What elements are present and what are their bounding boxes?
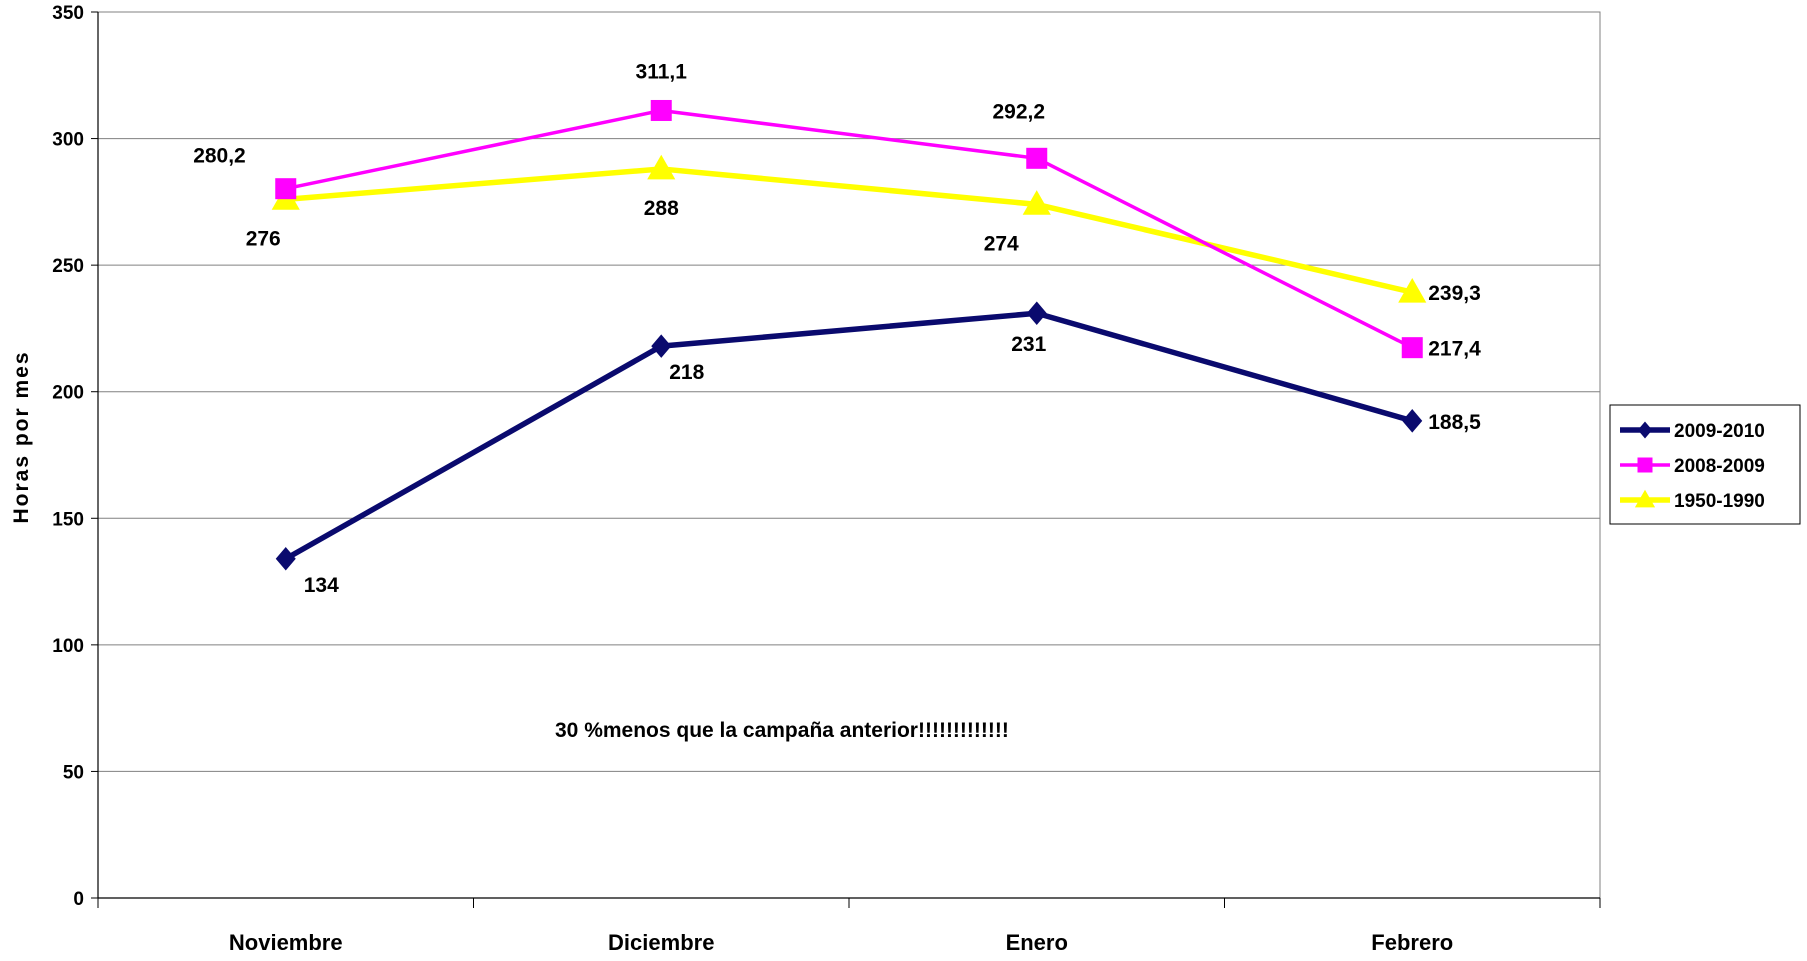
x-axis-categories: Noviembre Diciembre Enero Febrero [97, 898, 1601, 955]
data-point-marker [1637, 421, 1653, 439]
data-point-marker [1026, 147, 1048, 169]
series-line [285, 166, 1413, 295]
legend-item: 1950-1990 [1620, 489, 1765, 512]
data-point-marker [651, 334, 672, 358]
data-point-marker [1026, 301, 1047, 326]
y-tick-label: 250 [52, 256, 84, 277]
data-label: 231 [1011, 333, 1046, 356]
data-point-marker [1398, 278, 1427, 303]
data-label: 239,3 [1428, 282, 1481, 305]
x-category-label: Febrero [1371, 930, 1453, 955]
legend-item: 2009-2010 [1620, 421, 1765, 442]
data-point-marker [1401, 337, 1423, 359]
series-layer [271, 99, 1427, 571]
data-label: 280,2 [193, 145, 246, 168]
legend: 2009-2010 2008-2009 1950-1990 [1609, 404, 1801, 525]
y-tick-label: 350 [52, 3, 84, 24]
gridlines [98, 11, 1600, 772]
data-point-marker [1634, 489, 1656, 508]
legend-item: 2008-2009 [1620, 456, 1765, 477]
y-axis-ticks: 0 50 100 150 200 250 300 350 [52, 3, 98, 910]
data-labels: 134 218 231 188,5 280,2 311,1 292,2 217,4 276 288… [193, 60, 1481, 596]
data-point-marker [647, 154, 676, 180]
data-label: 134 [304, 574, 339, 597]
y-tick-label: 100 [52, 636, 84, 657]
legend-label: 2009-2010 [1674, 421, 1765, 442]
data-point-marker [650, 99, 672, 121]
y-tick-label: 200 [52, 383, 84, 404]
data-point-marker [1022, 190, 1051, 215]
data-label: 292,2 [992, 100, 1045, 123]
legend-label: 1950-1990 [1674, 491, 1765, 512]
y-axis-label: Horas por mes [10, 350, 33, 523]
x-category-label: Noviembre [229, 930, 343, 955]
y-tick-label: 300 [52, 130, 84, 151]
data-point-marker [275, 178, 297, 200]
data-label: 274 [984, 232, 1019, 255]
x-category-label: Enero [1006, 930, 1068, 955]
data-point-marker [275, 547, 296, 571]
series-line [285, 108, 1414, 350]
series-2009-2010 [275, 301, 1423, 571]
data-label: 217,4 [1428, 338, 1481, 361]
plot-area [97, 11, 1601, 899]
data-label: 188,5 [1428, 411, 1481, 434]
data-label: 311,1 [636, 60, 688, 83]
series-2008-2009 [275, 99, 1423, 359]
series-line [284, 310, 1414, 562]
data-label: 276 [246, 227, 281, 250]
data-label: 218 [669, 361, 704, 384]
y-tick-label: 150 [52, 509, 84, 530]
x-category-label: Diciembre [608, 930, 714, 955]
y-tick-label: 50 [63, 762, 84, 783]
data-point-marker [1402, 409, 1423, 433]
data-label: 288 [644, 197, 679, 220]
series-1950-1990 [271, 154, 1427, 303]
axes [97, 11, 1601, 899]
chart-annotation: 30 %menos que la campaña anterior!!!!!!!… [555, 719, 1009, 742]
data-point-marker [1637, 457, 1653, 473]
y-tick-label: 0 [73, 889, 84, 910]
legend-label: 2008-2009 [1674, 456, 1765, 477]
